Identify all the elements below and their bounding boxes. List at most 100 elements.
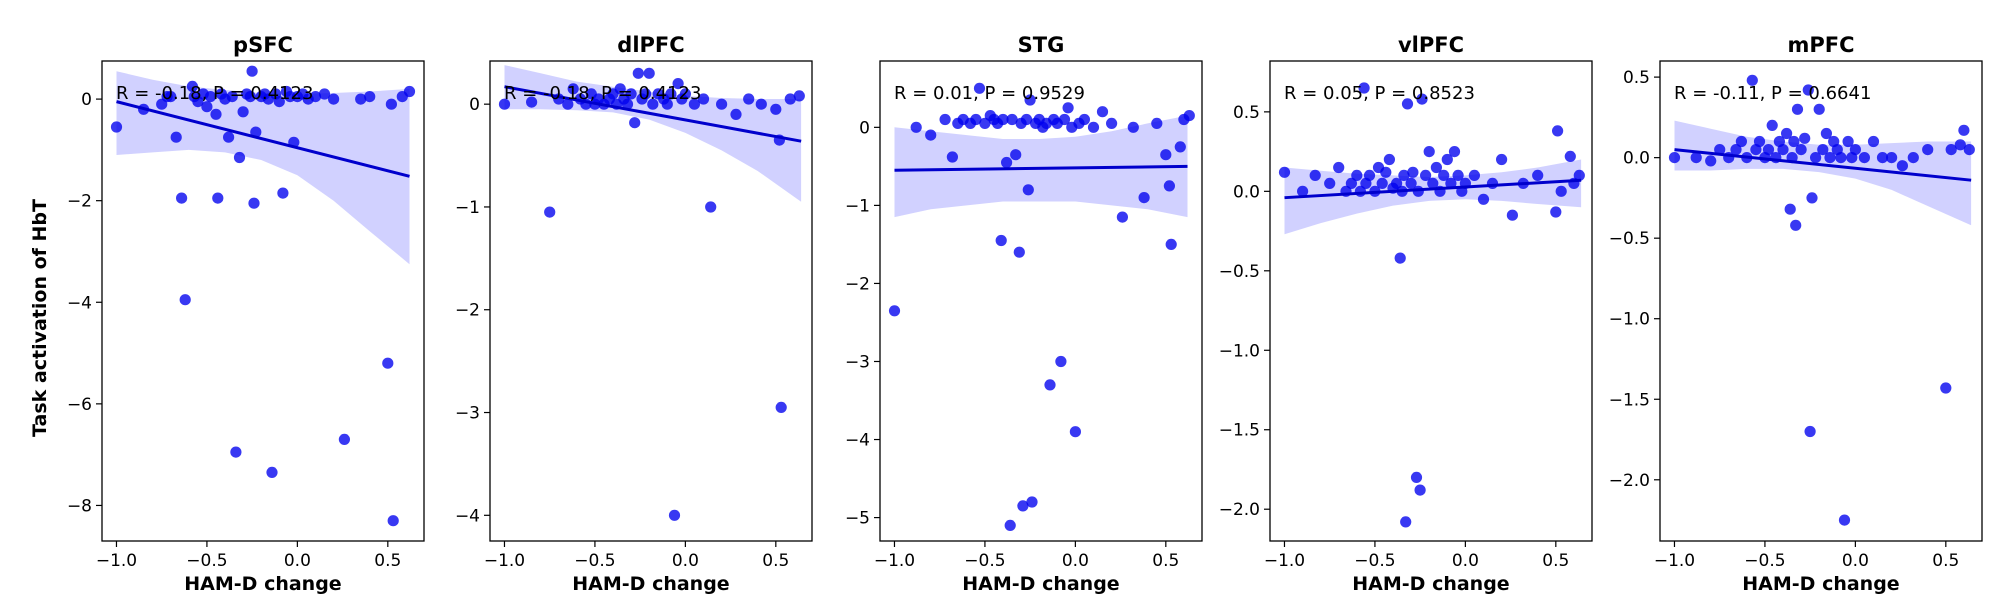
data-point [1804,425,1816,438]
x-tick-label: 0.5 [1932,551,1959,571]
data-point [1151,117,1163,129]
data-point [629,117,641,129]
data-point [233,151,246,164]
regression-line [1284,178,1582,200]
y-tick-label: −4 [67,293,92,313]
x-axis-label: HAM-D change [962,573,1119,595]
data-point [1010,149,1022,161]
data-point [755,98,767,110]
data-point [498,98,511,110]
data-point [730,108,742,120]
data-point [110,121,123,133]
x-tick-label: −0.5 [1354,551,1395,571]
data-point [1394,252,1406,264]
data-point [1441,153,1453,166]
data-point [1069,426,1081,438]
data-point [679,88,692,100]
data-point [403,85,416,98]
data-point [1333,161,1345,174]
data-point [1380,166,1392,178]
data-point [668,509,681,521]
panel-mpfc: −1.0 −0.5 0.0 0.5 −2.0 −1.5 −1.0 −0.5 0.0 0.5 mPFC… [1609,33,1983,595]
data-point [318,88,331,100]
data-point [1127,121,1139,133]
data-point [1013,246,1025,258]
data-point [1058,113,1071,126]
axes-frame [489,60,813,542]
panel-title: pSFC [233,33,293,57]
data-point [705,201,717,213]
data-point [625,88,637,100]
data-point [1867,135,1880,148]
data-point [1842,135,1854,148]
y-tick-label: 0.0 [1233,182,1260,202]
data-point [1391,177,1403,189]
data-point [1420,169,1432,181]
data-point [1945,144,1957,156]
y-tick-label: 0.5 [1623,68,1650,88]
y-tick-label: −0.5 [1609,229,1650,249]
y-tick-label: −1.0 [1609,310,1650,330]
x-tick-label: −0.5 [964,551,1005,571]
y-tick-label: −1.5 [1609,390,1650,410]
y-tick-label: −1 [845,196,870,216]
data-point [1020,113,1033,126]
data-point [1358,82,1370,94]
data-point [1876,152,1889,164]
data-point [1532,169,1544,181]
data-point [1777,144,1789,156]
data-point [1788,135,1800,148]
data-point [1963,144,1975,156]
data-point [1024,94,1036,106]
data-point [775,401,787,413]
data-point [179,294,191,306]
x-tick-label: 0.5 [1152,551,1179,571]
y-tick-label: −2 [845,274,870,294]
panel-title: mPFC [1787,33,1854,57]
data-point [621,98,634,110]
data-point [1468,169,1480,181]
y-tick-label: 0 [859,118,870,138]
y-tick-label: 0.0 [1623,149,1650,169]
axes-frame [1659,60,1983,542]
y-tick-label: 0 [469,95,480,115]
data-point [1573,169,1585,181]
data-point [544,206,556,218]
data-point [1907,152,1919,164]
data-point [1810,152,1822,164]
data-point [1324,177,1336,189]
y-tick-label: −1 [455,198,480,218]
data-point [387,515,399,527]
data-point [1160,149,1172,161]
data-point [1427,177,1439,189]
data-point [1006,113,1018,126]
data-point [385,98,397,110]
data-point [1445,177,1457,189]
data-point [165,91,177,103]
data-point [246,65,258,77]
panel-psfc: −1.0 −0.5 0.0 0.5 −8 −6 −4 −2 0 pSFC HAM-D change R… [67,33,425,595]
plot-area [110,65,416,527]
x-tick-label: −1.0 [96,551,137,571]
data-point [1452,169,1464,181]
data-point [1017,500,1029,512]
data-point [1753,135,1766,148]
data-point [1174,141,1186,153]
data-point [1430,161,1442,174]
data-point [1001,156,1013,169]
x-tick-label: 0.0 [284,551,311,571]
x-axis-label: HAM-D change [1742,573,1899,595]
data-point [1405,177,1417,189]
data-point [1407,166,1419,178]
panel-title: dlPFC [617,33,684,57]
data-point [1401,98,1414,110]
data-point [1351,169,1363,181]
y-tick-label: −1.0 [1219,341,1260,361]
data-point [1383,153,1395,166]
x-tick-label: 0.5 [762,551,789,571]
data-point [661,98,673,110]
data-point [672,78,684,90]
plot-area [888,82,1195,532]
y-tick-label: −4 [455,506,480,526]
data-point [1363,169,1376,181]
